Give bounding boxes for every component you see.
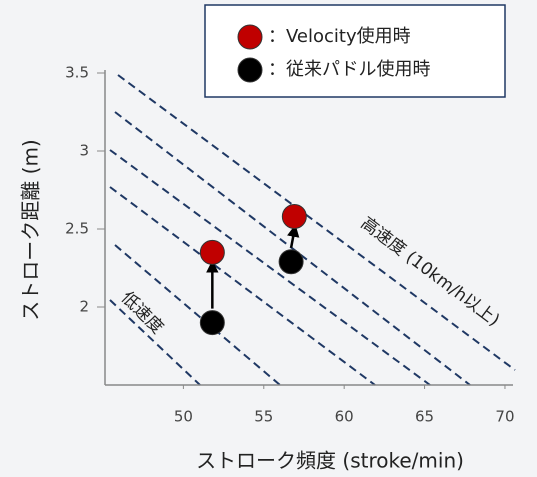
x-axis-label: ストローク頻度 (stroke/min) (196, 449, 464, 473)
arrow (291, 231, 294, 248)
x-tick-label: 55 (254, 408, 273, 426)
x-tick-label: 50 (174, 408, 193, 426)
y-tick-label: 2 (79, 298, 89, 316)
legend-box (205, 5, 505, 97)
annotation: 高速度 (10km/h以上) (357, 213, 503, 330)
y-tick-label: 2.5 (65, 220, 89, 238)
speed-line (118, 75, 515, 370)
point (200, 240, 224, 264)
legend-label: ：Velocity使用時 (268, 26, 411, 47)
point (279, 250, 303, 274)
legend-label: ：従来パドル使用時 (268, 59, 431, 80)
legend-marker (238, 58, 262, 82)
y-tick-label: 3 (79, 142, 89, 160)
point (282, 205, 306, 229)
x-tick-label: 65 (415, 408, 434, 426)
chart: ストローク頻度 (stroke/min) ストローク距離 (m) 高速度 (10… (0, 0, 537, 477)
y-axis-label: ストローク距離 (m) (19, 139, 43, 320)
legend-marker (238, 25, 262, 49)
point (200, 311, 224, 335)
speed-line (110, 150, 430, 385)
speed-line (110, 187, 375, 385)
speed-lines (110, 75, 515, 385)
x-tick-label: 60 (335, 408, 354, 426)
x-tick-label: 70 (495, 408, 514, 426)
y-tick-label: 3.5 (65, 64, 89, 82)
